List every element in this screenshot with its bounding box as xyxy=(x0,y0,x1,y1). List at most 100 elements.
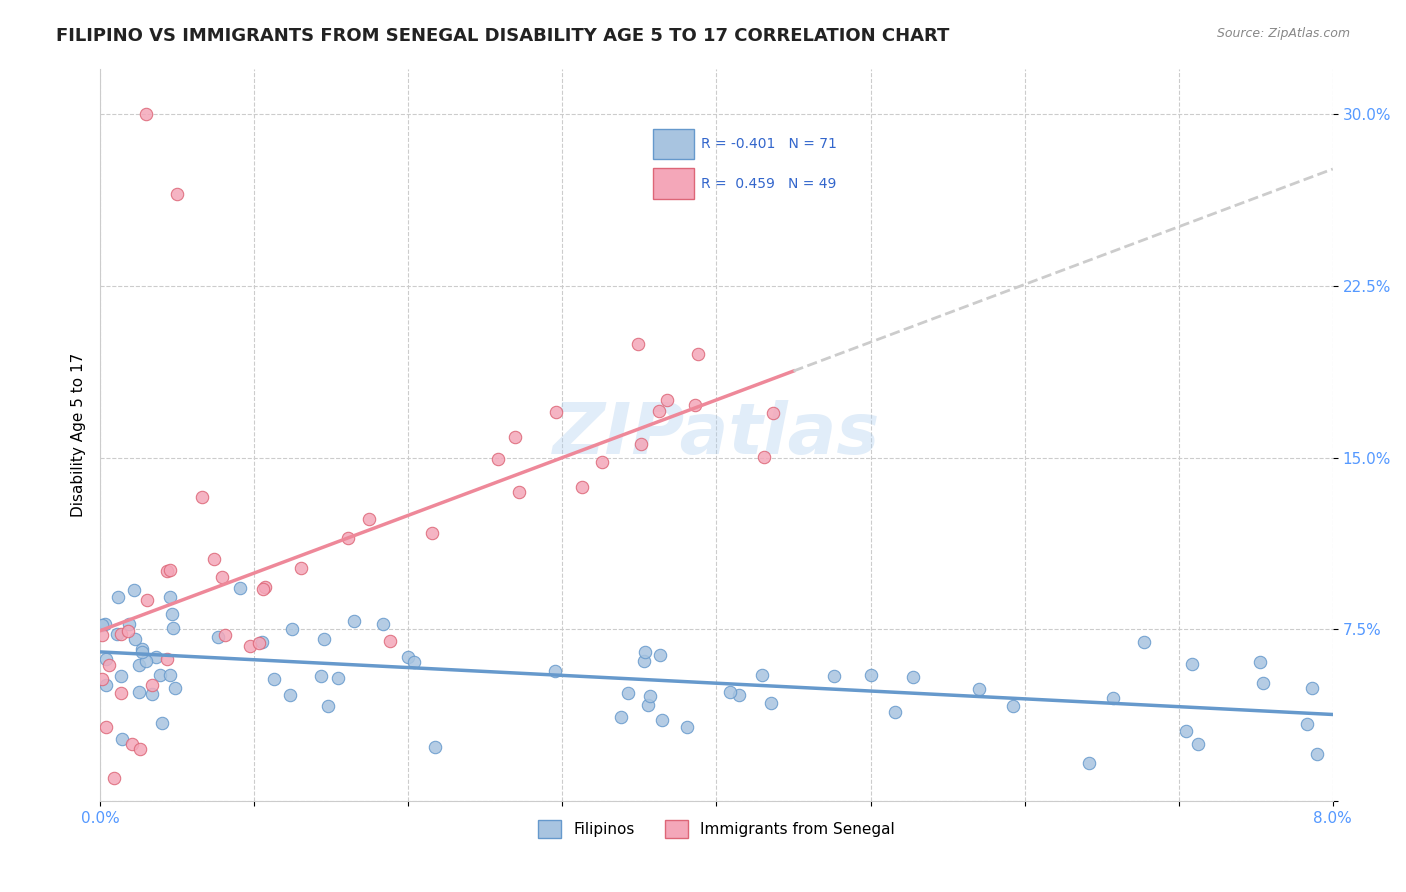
Immigrants from Senegal xyxy=(508,485,530,500)
Y-axis label: Disability Age 5 to 17: Disability Age 5 to 17 xyxy=(72,352,86,516)
Filipinos xyxy=(135,654,157,668)
Filipinos xyxy=(751,668,773,682)
Immigrants from Senegal xyxy=(91,673,114,687)
Immigrants from Senegal xyxy=(253,580,276,594)
Filipinos xyxy=(159,667,181,681)
Filipinos xyxy=(165,681,187,696)
Filipinos xyxy=(94,678,117,692)
Immigrants from Senegal xyxy=(357,512,380,526)
Filipinos xyxy=(1002,698,1025,713)
Immigrants from Senegal xyxy=(503,430,526,444)
Filipinos xyxy=(128,685,150,699)
Text: ZIPatlas: ZIPatlas xyxy=(553,401,880,469)
Text: Source: ZipAtlas.com: Source: ZipAtlas.com xyxy=(1216,27,1350,40)
Immigrants from Senegal xyxy=(420,525,443,540)
Filipinos xyxy=(263,672,285,686)
Filipinos xyxy=(967,682,990,697)
Filipinos xyxy=(1305,747,1327,761)
Filipinos xyxy=(124,632,146,646)
Filipinos xyxy=(328,671,350,685)
Filipinos xyxy=(150,716,173,731)
Filipinos xyxy=(131,645,153,659)
Immigrants from Senegal xyxy=(627,336,650,351)
Immigrants from Senegal xyxy=(110,686,132,700)
Filipinos xyxy=(617,685,640,699)
Filipinos xyxy=(131,642,153,657)
Filipinos xyxy=(1133,634,1156,648)
Filipinos xyxy=(727,688,749,702)
Immigrants from Senegal xyxy=(214,628,236,642)
Immigrants from Senegal xyxy=(94,720,117,734)
Filipinos xyxy=(207,630,229,644)
Immigrants from Senegal xyxy=(159,563,181,577)
Immigrants from Senegal xyxy=(202,552,225,566)
Filipinos xyxy=(149,668,172,682)
Filipinos xyxy=(122,582,145,597)
Filipinos xyxy=(162,621,184,635)
Filipinos xyxy=(402,655,425,669)
Immigrants from Senegal xyxy=(648,403,671,417)
Immigrants from Senegal xyxy=(657,393,679,408)
Filipinos xyxy=(1077,756,1099,771)
Immigrants from Senegal xyxy=(98,658,121,673)
Filipinos xyxy=(159,590,181,604)
Immigrants from Senegal xyxy=(683,398,706,412)
Filipinos xyxy=(145,650,167,665)
Immigrants from Senegal xyxy=(591,455,613,469)
Filipinos xyxy=(105,627,128,641)
Immigrants from Senegal xyxy=(141,678,163,692)
Filipinos xyxy=(110,669,132,683)
Immigrants from Senegal xyxy=(129,741,152,756)
Immigrants from Senegal xyxy=(486,452,509,467)
Filipinos xyxy=(544,664,567,678)
Filipinos xyxy=(901,670,924,684)
Immigrants from Senegal xyxy=(378,634,401,648)
Immigrants from Senegal xyxy=(135,107,157,121)
Filipinos xyxy=(396,649,419,664)
Filipinos xyxy=(425,740,447,755)
Immigrants from Senegal xyxy=(156,565,179,579)
Immigrants from Senegal xyxy=(110,626,132,640)
Immigrants from Senegal xyxy=(166,187,188,202)
Filipinos xyxy=(1181,657,1204,671)
Filipinos xyxy=(634,645,657,659)
Filipinos xyxy=(651,714,673,728)
Filipinos xyxy=(373,616,395,631)
Filipinos xyxy=(141,687,163,701)
Filipinos xyxy=(160,607,183,621)
Filipinos xyxy=(648,648,671,662)
Filipinos xyxy=(759,696,782,710)
Filipinos xyxy=(118,616,141,631)
Immigrants from Senegal xyxy=(136,592,159,607)
Filipinos xyxy=(94,652,117,666)
Filipinos xyxy=(281,623,304,637)
Filipinos xyxy=(718,684,741,698)
Filipinos xyxy=(884,705,907,719)
Filipinos xyxy=(311,669,333,683)
Immigrants from Senegal xyxy=(211,570,233,584)
Immigrants from Senegal xyxy=(117,624,139,638)
Filipinos xyxy=(111,732,134,747)
Filipinos xyxy=(1175,723,1198,738)
Immigrants from Senegal xyxy=(121,737,143,751)
Filipinos xyxy=(633,654,655,668)
Filipinos xyxy=(675,720,697,734)
Immigrants from Senegal xyxy=(247,636,270,650)
Immigrants from Senegal xyxy=(752,450,775,464)
Immigrants from Senegal xyxy=(544,405,567,419)
Filipinos xyxy=(610,709,633,723)
Immigrants from Senegal xyxy=(686,347,709,361)
Filipinos xyxy=(860,667,883,681)
Filipinos xyxy=(637,698,659,712)
Immigrants from Senegal xyxy=(156,651,179,665)
Filipinos xyxy=(94,617,117,632)
Immigrants from Senegal xyxy=(762,407,785,421)
Immigrants from Senegal xyxy=(290,560,312,574)
Filipinos xyxy=(1301,681,1323,695)
Filipinos xyxy=(252,635,274,649)
Immigrants from Senegal xyxy=(336,531,359,545)
Filipinos xyxy=(1251,675,1274,690)
Filipinos xyxy=(1187,737,1209,751)
Filipinos xyxy=(128,658,150,673)
Immigrants from Senegal xyxy=(571,480,593,494)
